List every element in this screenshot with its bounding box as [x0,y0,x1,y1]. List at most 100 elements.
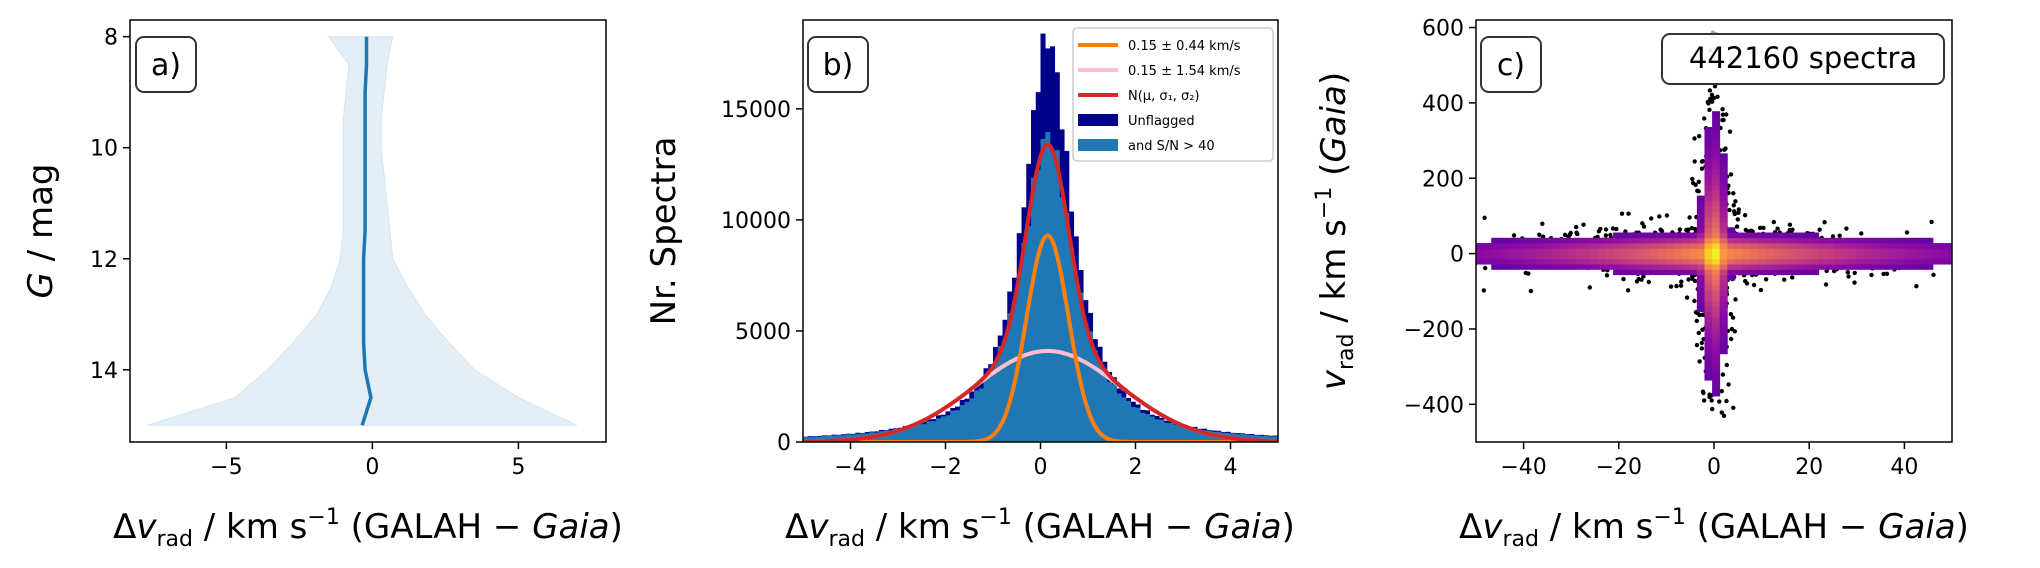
histogram-bar [955,410,961,442]
scatter-point [1674,283,1679,289]
density-cell [1651,269,1660,276]
density-cell [1719,185,1728,191]
scatter-point [1736,207,1742,212]
scatter-point [1684,295,1690,300]
density-cell [1712,153,1721,160]
density-cell [1590,253,1599,260]
density-cell [1803,258,1812,265]
density-cell [1795,248,1804,255]
density-cell [1666,248,1675,255]
density-cell [1704,264,1713,270]
panel-tag: a) [151,48,181,83]
density-cell [1536,243,1545,249]
density-cell [1613,253,1622,260]
density-cell [1704,132,1713,138]
scatter-point [1742,213,1748,218]
density-cell [1704,343,1713,349]
density-cell [1689,232,1698,239]
density-cell [1765,248,1774,255]
scatter-point [1625,288,1631,293]
scatter-point [1757,225,1763,230]
density-cell [1620,248,1629,255]
density-cell [1628,258,1637,265]
density-cell [1712,253,1721,260]
density-cell [1742,264,1751,270]
axes-frame [129,19,607,443]
density-cell [1826,253,1835,260]
histogram-bar [822,435,828,442]
density-cell [1590,264,1599,270]
density-cell [1712,380,1721,386]
density-cell [1757,248,1766,255]
density-cell [1552,237,1561,244]
scatter-point [1731,203,1737,208]
y-tick-label: 5000 [735,320,791,345]
density-cell [1529,243,1538,249]
density-cell [1742,243,1751,249]
density-cell [1605,253,1614,260]
scatter-point [1728,312,1734,317]
density-cell [1696,269,1705,276]
density-cell [1773,232,1782,239]
scatter-point [1526,271,1531,276]
density-cell [1696,200,1705,207]
density-cell [1712,285,1721,291]
density-cell [1712,216,1721,223]
y-axis-label: Nr. Spectra [644,137,684,326]
scatter-point [1692,159,1697,164]
density-cell [1719,248,1728,255]
scatter-point [1712,84,1718,89]
density-cell [1811,264,1820,270]
density-cell [1734,237,1743,244]
density-cell [1719,306,1728,313]
scatter-point [1537,232,1542,237]
density-cell [1704,369,1713,376]
scatter-point [1736,210,1741,215]
density-cell [1849,264,1858,270]
legend-entry: N(μ, σ₁, σ₂) [1128,89,1200,104]
density-cell [1826,248,1835,255]
density-cell [1613,258,1622,265]
scatter-point [1844,226,1849,231]
scatter-point [1598,226,1603,232]
histogram-bar [978,388,984,442]
histogram-bar [1187,428,1193,442]
histogram-bar [1045,132,1051,442]
density-cell [1704,285,1713,291]
density-cell [1765,232,1774,239]
density-cell [1628,232,1637,239]
density-cell [1704,290,1713,297]
scatter-point [1728,172,1734,177]
scatter-point [1782,277,1787,282]
density-cell [1872,237,1881,244]
density-cell [1864,243,1873,249]
scatter-point [1641,224,1647,229]
scatter-point [1729,336,1734,342]
density-cell [1925,243,1934,249]
density-cell [1727,237,1736,244]
density-cell [1841,237,1850,244]
scatter-point [1686,277,1691,282]
density-cell [1483,253,1492,260]
density-cell [1559,258,1568,265]
density-cell [1696,290,1705,297]
density-cell [1544,248,1553,255]
scatter-point [1641,274,1646,279]
density-cell [1689,269,1698,276]
density-cell [1712,243,1721,249]
y-axis-label: vrad / km s−1 (Gaia) [1312,72,1359,390]
density-cell [1742,253,1751,260]
density-cell [1613,237,1622,244]
density-cell [1803,232,1812,239]
scatter-point [1720,107,1725,112]
density-cell [1712,343,1721,349]
histogram-bar [1007,313,1013,442]
scatter-point [1790,275,1795,280]
scatter-point [1692,136,1697,141]
density-cell [1704,169,1713,175]
histogram-bar [993,361,999,442]
density-cell [1498,258,1507,265]
scatter-point [1694,342,1700,348]
density-cell [1719,158,1728,165]
density-cell [1811,243,1820,249]
